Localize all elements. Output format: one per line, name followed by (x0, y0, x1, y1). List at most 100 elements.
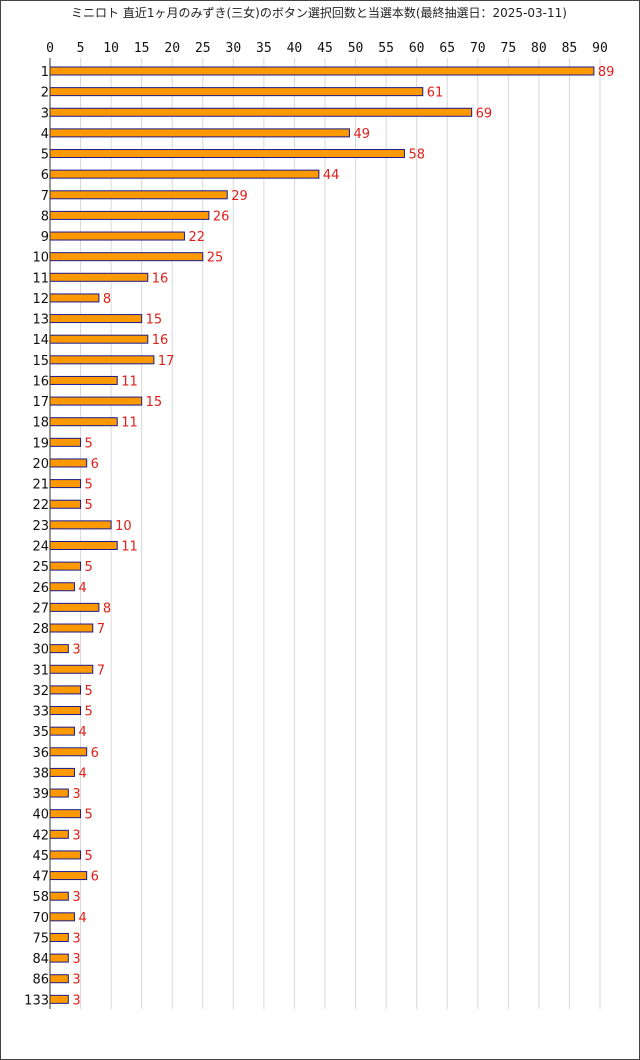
y-axis-categories: 1234567891011121314151617181920212223242… (24, 65, 49, 1008)
category-label-26: 26 (32, 581, 49, 596)
bar-70 (49, 912, 75, 922)
bar-2 (49, 87, 424, 97)
category-label-1: 1 (41, 65, 49, 80)
category-label-86: 86 (32, 973, 49, 988)
x-tick-label-35: 35 (256, 41, 272, 56)
category-label-10: 10 (32, 251, 49, 266)
bar-7 (49, 190, 228, 200)
value-label-24: 11 (121, 539, 138, 554)
category-label-6: 6 (41, 168, 49, 183)
value-label-38: 4 (78, 766, 86, 781)
value-label-20: 6 (91, 457, 99, 472)
category-label-21: 21 (32, 478, 49, 493)
category-label-4: 4 (41, 127, 49, 142)
category-label-75: 75 (32, 931, 49, 946)
bar-22 (49, 499, 82, 509)
value-label-35: 4 (78, 725, 86, 740)
category-label-18: 18 (32, 416, 49, 431)
x-tick-label-15: 15 (134, 41, 150, 56)
x-tick-label-45: 45 (317, 41, 333, 56)
value-label-70: 4 (78, 911, 86, 926)
x-tick-label-5: 5 (77, 41, 85, 56)
x-tick-label-30: 30 (226, 41, 242, 56)
x-tick-label-25: 25 (195, 41, 211, 56)
bar-4 (49, 128, 350, 138)
category-label-40: 40 (32, 808, 49, 823)
bar-33 (49, 706, 82, 716)
bar-58 (49, 891, 69, 901)
bar-36 (49, 747, 88, 757)
value-label-75: 3 (72, 931, 80, 946)
value-label-6: 44 (323, 168, 340, 183)
bar-17 (49, 396, 143, 406)
category-label-32: 32 (32, 684, 49, 699)
bar-25 (49, 561, 82, 571)
chart-title: ミニロト 直近1ヶ月のみずき(三女)のボタン選択回数と当選本数(最終抽選日：20… (71, 5, 567, 20)
value-label-15: 17 (158, 354, 175, 369)
value-label-1: 89 (598, 65, 615, 80)
bar-16 (49, 375, 118, 385)
category-label-47: 47 (32, 870, 49, 885)
bar-14 (49, 334, 149, 344)
bar-5 (49, 149, 405, 159)
bar-30 (49, 644, 69, 654)
bar-18 (49, 417, 118, 427)
bar-11 (49, 272, 149, 282)
value-label-4: 49 (353, 127, 370, 142)
category-label-20: 20 (32, 457, 49, 472)
category-label-133: 133 (24, 993, 49, 1008)
value-label-31: 7 (97, 663, 105, 678)
value-label-27: 8 (103, 601, 111, 616)
bar-19 (49, 437, 82, 447)
category-label-16: 16 (32, 374, 49, 389)
x-tick-label-0: 0 (46, 41, 54, 56)
category-label-14: 14 (32, 333, 49, 348)
bar-47 (49, 871, 88, 881)
category-label-25: 25 (32, 560, 49, 575)
category-label-28: 28 (32, 622, 49, 637)
bar-10 (49, 252, 204, 262)
value-label-2: 61 (427, 86, 444, 101)
category-label-45: 45 (32, 849, 49, 864)
x-tick-label-65: 65 (439, 41, 455, 56)
value-labels: 8961694958442926222516815161711151156551… (72, 65, 614, 1008)
x-tick-label-80: 80 (531, 41, 547, 56)
bar-39 (49, 788, 69, 798)
value-label-14: 16 (152, 333, 169, 348)
x-tick-label-75: 75 (501, 41, 517, 56)
category-label-3: 3 (41, 106, 49, 121)
category-label-35: 35 (32, 725, 49, 740)
category-label-24: 24 (32, 539, 49, 554)
bar-31 (49, 664, 94, 674)
value-label-25: 5 (85, 560, 93, 575)
value-label-13: 15 (146, 313, 163, 328)
value-label-10: 25 (207, 251, 224, 266)
x-tick-label-70: 70 (470, 41, 486, 56)
bar-21 (49, 479, 82, 489)
category-label-42: 42 (32, 828, 49, 843)
category-label-12: 12 (32, 292, 49, 307)
value-label-47: 6 (91, 870, 99, 885)
x-tick-label-10: 10 (103, 41, 119, 56)
value-label-36: 6 (91, 746, 99, 761)
category-label-70: 70 (32, 911, 49, 926)
x-tick-label-50: 50 (348, 41, 364, 56)
x-tick-label-90: 90 (592, 41, 608, 56)
value-label-45: 5 (85, 849, 93, 864)
x-tick-label-55: 55 (378, 41, 394, 56)
category-label-22: 22 (32, 498, 49, 513)
bar-84 (49, 953, 69, 963)
category-label-11: 11 (32, 271, 49, 286)
category-label-7: 7 (41, 189, 49, 204)
category-label-31: 31 (32, 663, 49, 678)
bar-3 (49, 107, 473, 117)
value-label-21: 5 (85, 478, 93, 493)
value-label-17: 15 (146, 395, 163, 410)
value-label-58: 3 (72, 890, 80, 905)
value-label-18: 11 (121, 416, 138, 431)
x-tick-label-85: 85 (562, 41, 578, 56)
value-label-28: 7 (97, 622, 105, 637)
x-tick-label-20: 20 (164, 41, 180, 56)
